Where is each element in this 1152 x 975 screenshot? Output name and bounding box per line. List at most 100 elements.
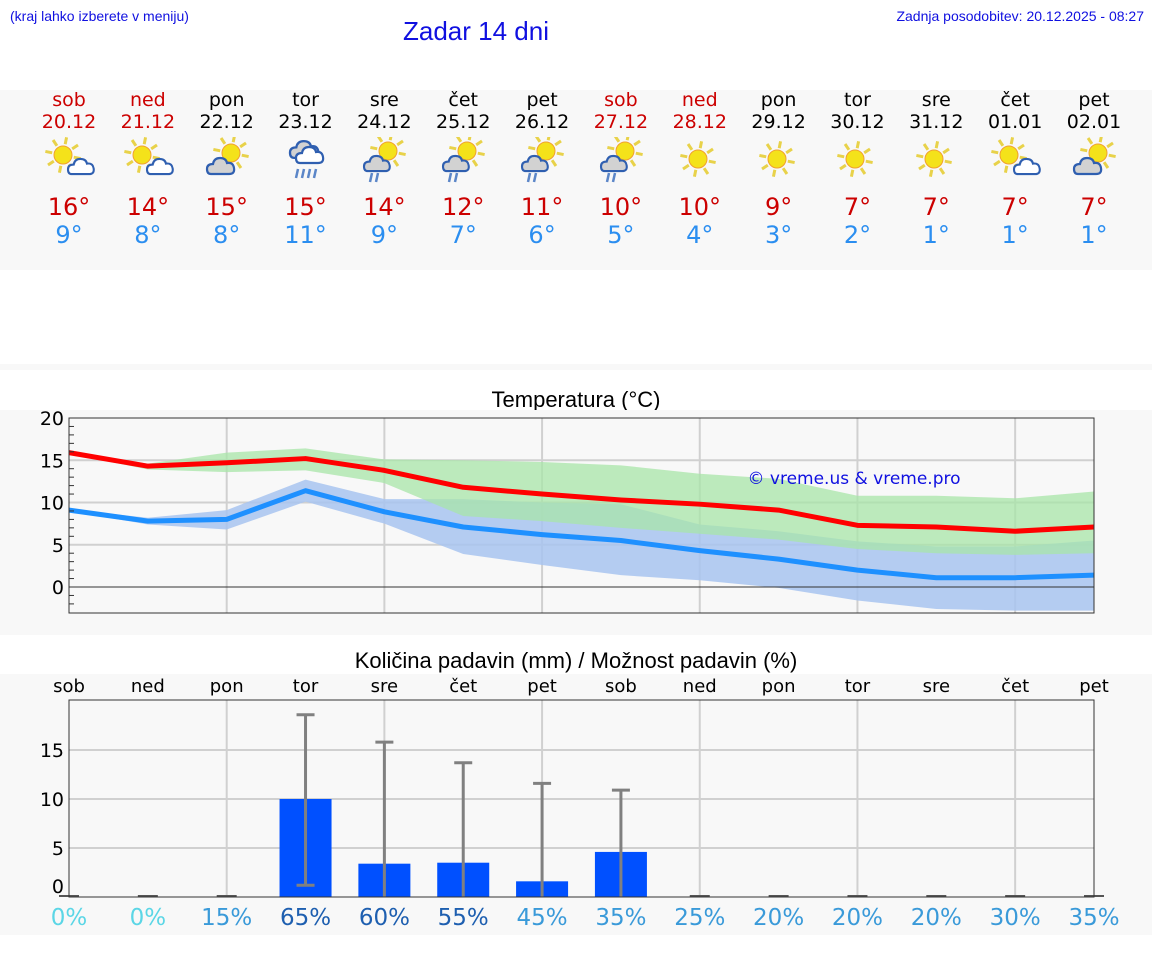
svg-text:20: 20 <box>40 408 64 430</box>
day-name: pet <box>526 89 558 111</box>
min-temperature: 2° <box>843 221 872 249</box>
precipitation-day-label: pet <box>527 676 557 697</box>
day-forecast: ned 28.12 10° 4° <box>660 89 740 249</box>
max-temperature: 15° <box>284 193 327 221</box>
day-name: ned <box>129 89 166 111</box>
sun-cloud-rain-icon <box>344 133 424 191</box>
day-forecast: tor 23.12 15° 11° <box>266 89 346 249</box>
min-temperature: 6° <box>528 221 556 249</box>
temperature-chart-title: Temperatura (°C) <box>491 387 661 412</box>
precipitation-day-label: sob <box>53 676 85 697</box>
precipitation-chance: 60% <box>358 905 410 931</box>
day-name: čet <box>448 89 479 111</box>
precipitation-day-label: pon <box>209 676 244 697</box>
svg-text:10: 10 <box>40 493 64 515</box>
region-menu-hint[interactable]: (kraj lahko izberete v meniju) <box>10 8 189 24</box>
day-name: sob <box>604 89 638 111</box>
day-date: 28.12 <box>672 111 727 133</box>
day-forecast: sre 24.12 14° 9° <box>344 89 424 249</box>
day-forecast: pon 29.12 9° 3° <box>739 89 819 249</box>
sun-cloud-rain-icon <box>502 133 582 191</box>
max-temperature: 10° <box>678 193 722 221</box>
svg-text:0: 0 <box>52 876 64 898</box>
precipitation-chance: 0% <box>50 905 88 931</box>
precipitation-day-label: pon <box>761 676 796 697</box>
sun-icon <box>660 133 740 191</box>
min-temperature: 3° <box>764 221 793 249</box>
precipitation-chance: 20% <box>910 905 962 931</box>
min-temperature: 7° <box>449 221 477 249</box>
max-temperature: 11° <box>520 193 564 221</box>
day-date: 01.01 <box>987 111 1043 133</box>
day-date: 29.12 <box>751 111 806 133</box>
day-name: sre <box>369 89 399 111</box>
day-date: 31.12 <box>909 111 964 133</box>
rain-cloud-icon <box>266 133 346 191</box>
day-forecast: čet 01.01 7° 1° <box>975 89 1055 249</box>
day-forecast: pet 26.12 11° 6° <box>502 89 582 249</box>
precipitation-day-label: čet <box>449 676 478 697</box>
max-temperature: 7° <box>922 193 950 221</box>
min-temperature: 1° <box>1080 221 1108 249</box>
day-date: 22.12 <box>199 111 254 133</box>
min-temperature: 4° <box>686 221 714 249</box>
svg-text:10: 10 <box>40 789 64 811</box>
svg-text:15: 15 <box>40 740 64 762</box>
sun-icon <box>896 133 976 191</box>
precipitation-day-label: tor <box>844 676 871 697</box>
last-update: Zadnja posodobitev: 20.12.2025 - 08:27 <box>896 8 1144 24</box>
max-temperature: 15° <box>205 193 248 221</box>
precipitation-chart-bg <box>0 674 1152 935</box>
day-date: 27.12 <box>593 111 649 133</box>
day-name: pet <box>1078 89 1110 111</box>
precipitation-day-label: sre <box>370 676 399 697</box>
day-name: tor <box>292 89 319 111</box>
svg-text:0: 0 <box>52 577 64 599</box>
max-temperature: 14° <box>126 193 170 221</box>
precipitation-chance: 20% <box>753 905 805 931</box>
max-temperature: 14° <box>363 193 406 221</box>
section-divider <box>0 364 1152 370</box>
precipitation-day-label: pet <box>1079 676 1109 697</box>
day-name: sre <box>921 89 951 111</box>
precipitation-chance: 30% <box>989 905 1041 931</box>
day-date: 20.12 <box>41 111 97 133</box>
precipitation-chance: 55% <box>437 905 489 931</box>
day-name: čet <box>1000 89 1030 111</box>
day-date: 26.12 <box>514 111 570 133</box>
cloud-sun-icon <box>1054 133 1134 191</box>
precipitation-day-label: sob <box>605 676 637 697</box>
day-forecast: čet 25.12 12° 7° <box>423 89 503 249</box>
min-temperature: 5° <box>607 221 635 249</box>
cloud-sun-icon <box>187 133 267 191</box>
sun-cloud-icon <box>29 133 109 191</box>
day-forecast: sre 31.12 7° 1° <box>896 89 976 249</box>
precipitation-day-label: čet <box>1001 676 1030 697</box>
max-temperature: 9° <box>764 193 793 221</box>
precipitation-day-label: ned <box>130 676 165 697</box>
min-temperature: 9° <box>55 221 83 249</box>
sun-cloud-rain-icon <box>423 133 503 191</box>
day-forecast: sob 20.12 16° 9° <box>29 89 109 249</box>
min-temperature: 9° <box>370 221 399 249</box>
max-temperature: 16° <box>47 193 91 221</box>
max-temperature: 7° <box>1080 193 1108 221</box>
precipitation-chance: 25% <box>674 905 726 931</box>
precipitation-day-label: ned <box>682 676 717 697</box>
precipitation-chart-title: Količina padavin (mm) / Možnost padavin … <box>354 648 798 673</box>
precipitation-chance: 65% <box>279 905 332 931</box>
day-forecast: tor 30.12 7° 2° <box>817 89 897 249</box>
max-temperature: 10° <box>599 193 643 221</box>
day-forecast: pon 22.12 15° 8° <box>187 89 267 249</box>
day-date: 21.12 <box>120 111 176 133</box>
precipitation-chance: 0% <box>129 905 167 931</box>
svg-text:15: 15 <box>40 450 64 472</box>
min-temperature: 11° <box>284 221 327 249</box>
precipitation-day-label: sre <box>922 676 951 697</box>
day-name: sob <box>52 89 86 111</box>
day-forecast: pet 02.01 7° 1° <box>1054 89 1134 249</box>
day-date: 23.12 <box>278 111 333 133</box>
precipitation-chance: 15% <box>201 905 253 931</box>
